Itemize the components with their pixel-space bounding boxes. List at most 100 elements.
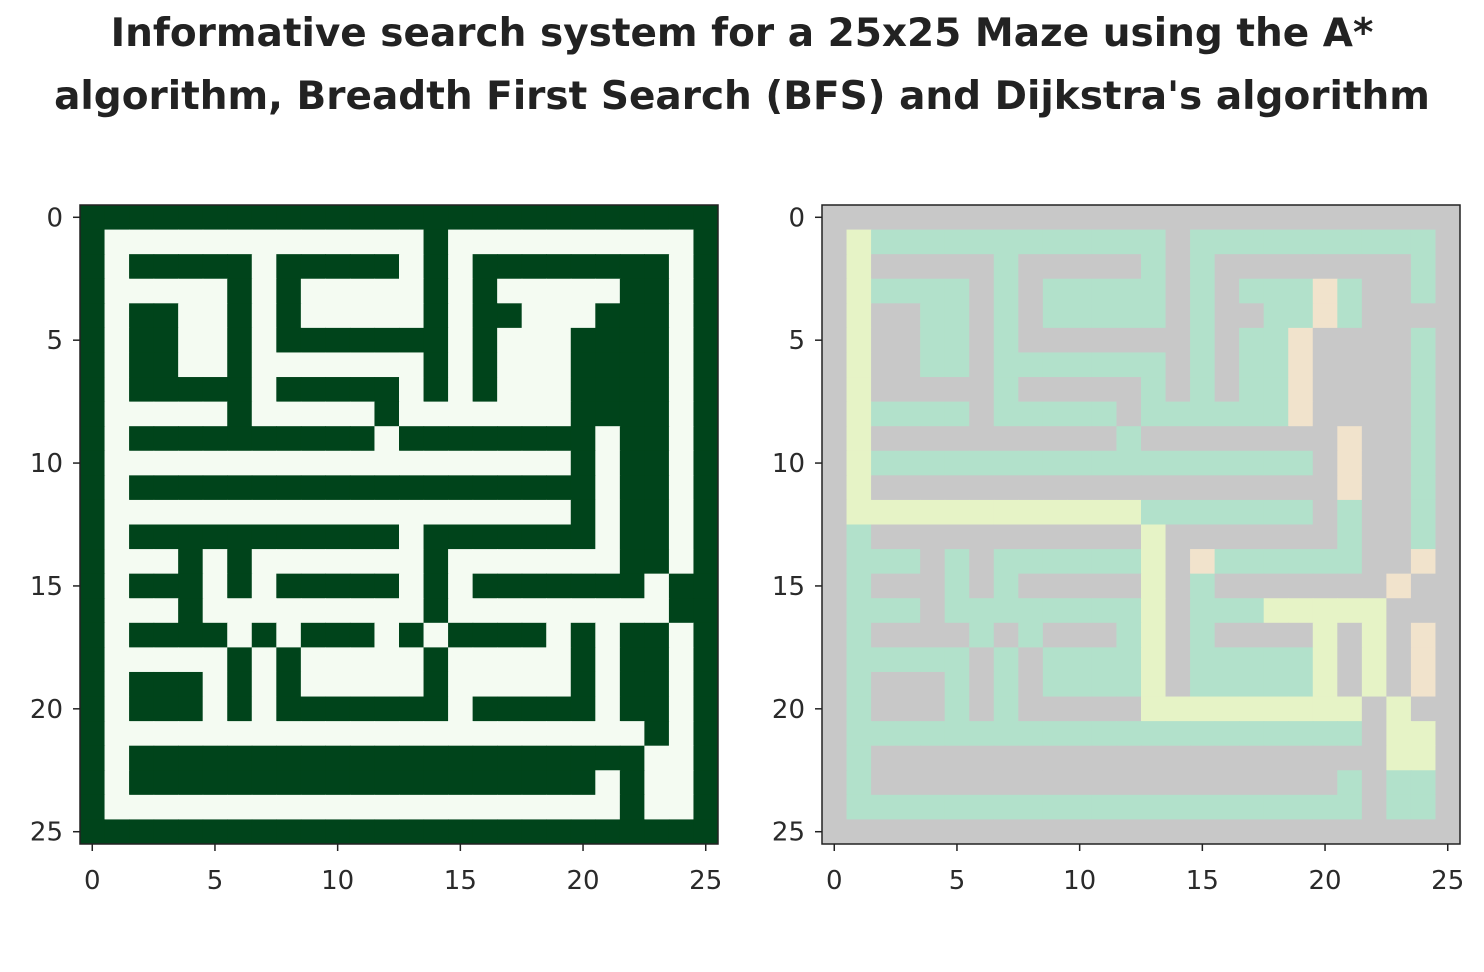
maze-cell [129, 278, 155, 304]
maze-cell [497, 622, 523, 648]
maze-cell [1263, 524, 1289, 550]
maze-cell [497, 745, 523, 771]
maze-cell [1214, 770, 1240, 796]
maze-cell [1067, 475, 1093, 501]
maze-cells [80, 205, 718, 844]
maze-cell [80, 450, 106, 476]
maze-cell [423, 450, 449, 476]
maze-cell [570, 819, 596, 844]
maze-cell [251, 499, 277, 526]
maze-cell [619, 819, 645, 844]
maze-cell [1141, 573, 1167, 599]
maze-cell [1312, 426, 1338, 452]
maze-cell [1435, 819, 1460, 844]
maze-cell [1288, 721, 1314, 747]
maze-cell [822, 671, 848, 698]
maze-cell [1165, 352, 1191, 378]
maze-cell [920, 426, 946, 452]
maze-cell [644, 475, 670, 501]
maze-cell [1410, 303, 1437, 329]
maze-cell [1018, 499, 1044, 526]
maze-cell [472, 426, 498, 452]
maze-cell [276, 770, 302, 796]
maze-cell [129, 327, 155, 354]
maze-cell [227, 647, 253, 673]
maze-cell [1386, 598, 1412, 624]
maze-cell [1091, 696, 1118, 722]
maze-cell [80, 229, 106, 255]
maze-cell [1386, 573, 1412, 599]
maze-cell [80, 794, 106, 821]
maze-cell [570, 622, 596, 648]
maze-cell [570, 303, 596, 329]
maze-cell [325, 770, 351, 796]
y-tick-label: 25 [30, 818, 63, 848]
maze-cell [472, 254, 498, 280]
maze-cell [1214, 205, 1240, 231]
maze-cell [1288, 475, 1314, 501]
maze-cell [325, 573, 351, 599]
maze-cell [1435, 696, 1460, 722]
maze-cell [472, 819, 498, 844]
maze-cell [300, 721, 326, 747]
maze-cell [993, 524, 1019, 550]
maze-cell [546, 499, 572, 526]
maze-cell [1018, 671, 1044, 698]
maze-cell [546, 524, 572, 550]
maze-cell [846, 401, 872, 427]
maze-cell [374, 671, 400, 698]
maze-cell [80, 401, 106, 427]
maze-cell [227, 721, 253, 747]
maze-cell [1435, 745, 1460, 771]
maze-cell [1214, 647, 1240, 673]
maze-cell [1410, 671, 1437, 698]
maze-cell [668, 377, 695, 403]
maze-cell [895, 647, 921, 673]
maze-cell [1263, 721, 1289, 747]
maze-cell [227, 499, 253, 526]
maze-cell [944, 745, 970, 771]
maze-cell [920, 721, 946, 747]
maze-cell [349, 745, 376, 771]
maze-cell [1067, 401, 1093, 427]
maze-cell [1312, 377, 1338, 403]
maze-cell [1042, 450, 1068, 476]
maze-cell [1042, 426, 1068, 452]
maze-cell [129, 524, 155, 550]
maze-cell [668, 696, 695, 722]
maze-cell [644, 524, 670, 550]
maze-cell [1435, 426, 1460, 452]
maze-cell [1263, 254, 1289, 280]
maze-cell [1263, 573, 1289, 599]
maze-cell [202, 303, 228, 329]
maze-cell [570, 549, 596, 575]
x-tick-label: 15 [1186, 866, 1219, 896]
maze-cell [1435, 524, 1460, 550]
maze-cell [1190, 352, 1216, 378]
maze-cell [202, 450, 228, 476]
maze-cell [570, 770, 596, 796]
maze-cell [497, 229, 523, 255]
maze-cell [993, 229, 1019, 255]
maze-cell [1141, 549, 1167, 575]
maze-cell [448, 721, 474, 747]
maze-cell [871, 327, 897, 354]
maze-cell [1361, 254, 1387, 280]
maze-cell [693, 401, 718, 427]
maze-cell [619, 598, 645, 624]
maze-cell [521, 327, 547, 354]
maze-cell [399, 770, 425, 796]
maze-cell [920, 819, 946, 844]
maze-cell [1288, 794, 1314, 821]
maze-cell [178, 401, 204, 427]
maze-cell [570, 278, 596, 304]
maze-cell [1067, 426, 1093, 452]
maze-cell [1165, 794, 1191, 821]
maze-cell [1067, 229, 1093, 255]
maze-cell [423, 819, 449, 844]
maze-cell [644, 254, 670, 280]
maze-cell [1018, 524, 1044, 550]
maze-cell [374, 377, 400, 403]
maze-cell [1042, 254, 1068, 280]
maze-cell [153, 303, 179, 329]
